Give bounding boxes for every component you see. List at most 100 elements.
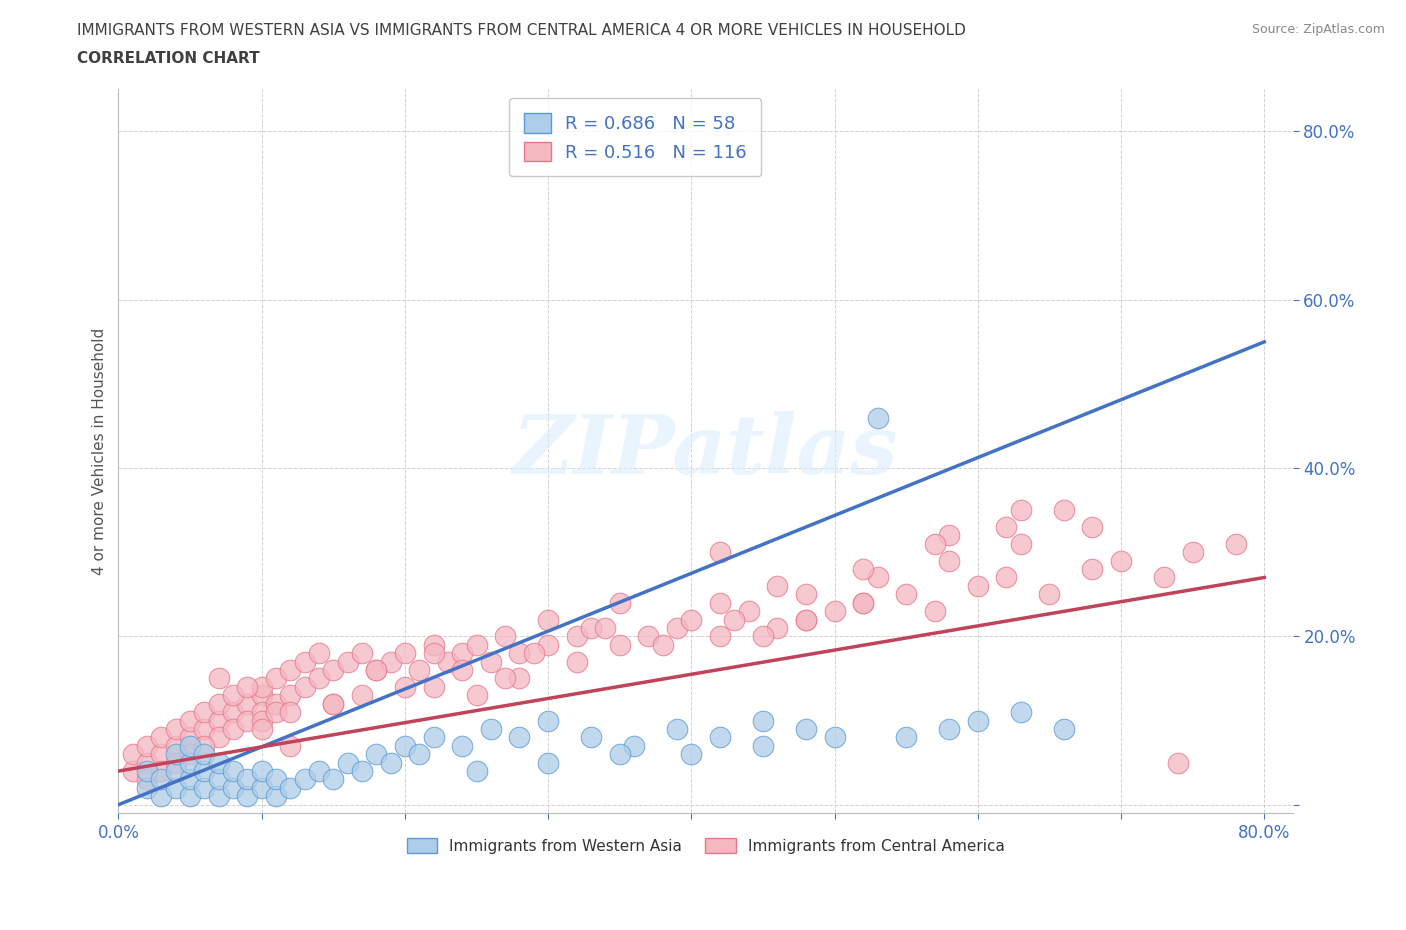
Point xyxy=(866,410,889,425)
Point xyxy=(278,705,301,720)
Point xyxy=(995,520,1018,535)
Point xyxy=(1081,520,1104,535)
Point xyxy=(380,654,402,669)
Point xyxy=(308,764,330,778)
Point xyxy=(852,562,875,577)
Point xyxy=(1010,503,1032,518)
Point xyxy=(366,663,388,678)
Point xyxy=(508,645,530,660)
Point xyxy=(193,764,215,778)
Point xyxy=(165,764,187,778)
Point xyxy=(136,738,159,753)
Point xyxy=(264,789,287,804)
Point xyxy=(264,697,287,711)
Point xyxy=(479,654,502,669)
Point xyxy=(250,688,273,703)
Point xyxy=(121,764,143,778)
Point xyxy=(193,747,215,762)
Point xyxy=(250,764,273,778)
Point xyxy=(294,654,316,669)
Point xyxy=(666,722,689,737)
Text: CORRELATION CHART: CORRELATION CHART xyxy=(77,51,260,66)
Point xyxy=(179,747,201,762)
Point xyxy=(278,663,301,678)
Point xyxy=(236,789,259,804)
Point xyxy=(896,587,918,602)
Point xyxy=(350,688,373,703)
Point xyxy=(136,780,159,795)
Point xyxy=(250,713,273,728)
Point xyxy=(579,620,602,635)
Point xyxy=(508,671,530,686)
Point xyxy=(236,713,259,728)
Text: IMMIGRANTS FROM WESTERN ASIA VS IMMIGRANTS FROM CENTRAL AMERICA 4 OR MORE VEHICL: IMMIGRANTS FROM WESTERN ASIA VS IMMIGRAN… xyxy=(77,23,966,38)
Point xyxy=(193,738,215,753)
Point xyxy=(336,755,359,770)
Point xyxy=(494,629,516,644)
Point xyxy=(193,780,215,795)
Point xyxy=(208,789,231,804)
Point xyxy=(322,772,344,787)
Point xyxy=(264,772,287,787)
Point xyxy=(350,645,373,660)
Point xyxy=(709,545,731,560)
Point xyxy=(1181,545,1204,560)
Point xyxy=(609,637,631,652)
Point xyxy=(824,730,846,745)
Point xyxy=(179,738,201,753)
Point xyxy=(150,772,173,787)
Point xyxy=(264,671,287,686)
Point xyxy=(422,680,444,695)
Point xyxy=(896,730,918,745)
Point xyxy=(366,663,388,678)
Point xyxy=(394,738,416,753)
Point xyxy=(709,730,731,745)
Point xyxy=(165,738,187,753)
Point xyxy=(322,697,344,711)
Point xyxy=(752,713,775,728)
Point xyxy=(494,671,516,686)
Point xyxy=(723,612,745,627)
Point xyxy=(451,738,474,753)
Point xyxy=(150,730,173,745)
Point xyxy=(322,697,344,711)
Point xyxy=(609,747,631,762)
Point xyxy=(294,772,316,787)
Point xyxy=(136,764,159,778)
Point xyxy=(595,620,617,635)
Point xyxy=(1153,570,1175,585)
Point xyxy=(924,604,946,618)
Point xyxy=(394,645,416,660)
Point xyxy=(938,722,960,737)
Point xyxy=(794,612,817,627)
Point xyxy=(308,671,330,686)
Point xyxy=(752,738,775,753)
Point xyxy=(208,755,231,770)
Point xyxy=(565,654,588,669)
Point xyxy=(308,645,330,660)
Point xyxy=(179,713,201,728)
Point xyxy=(322,663,344,678)
Point xyxy=(709,629,731,644)
Point xyxy=(1053,503,1076,518)
Point xyxy=(179,772,201,787)
Point xyxy=(394,680,416,695)
Point xyxy=(465,637,488,652)
Point xyxy=(465,764,488,778)
Point xyxy=(150,764,173,778)
Point xyxy=(623,738,645,753)
Point xyxy=(852,595,875,610)
Point xyxy=(208,671,231,686)
Point xyxy=(179,789,201,804)
Point xyxy=(380,755,402,770)
Point xyxy=(924,537,946,551)
Point xyxy=(150,747,173,762)
Point xyxy=(278,688,301,703)
Point xyxy=(1038,587,1060,602)
Point xyxy=(995,570,1018,585)
Point xyxy=(709,595,731,610)
Point xyxy=(222,780,245,795)
Point xyxy=(508,730,530,745)
Point xyxy=(437,654,460,669)
Point xyxy=(236,697,259,711)
